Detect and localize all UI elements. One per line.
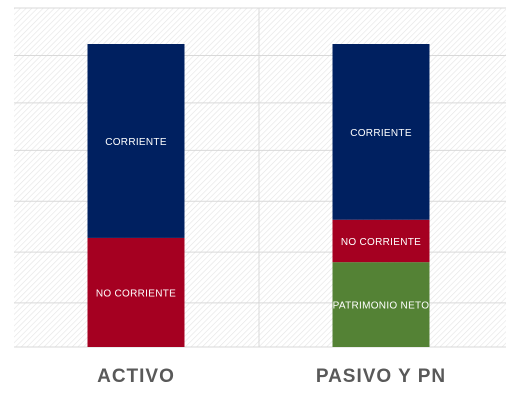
category-label-0: ACTIVO [97,366,175,387]
bar-pasivo-y-pn-corriente-label: CORRIENTE [350,128,412,139]
bar-activo-no-corriente [87,237,185,347]
bars: NO CORRIENTE CORRIENTE PATRIMONIO NETO NO C… [87,44,430,347]
bar-pasivo-y-pn-patrimonio-neto-label: PATRIMONIO NETO [333,301,430,312]
category-label-1: PASIVO Y PN [316,366,446,387]
bar-pasivo-y-pn-patrimonio-neto [332,262,430,347]
category-labels: ACTIVO PASIVO Y PN [97,366,446,387]
bar-activo-corriente-label: CORRIENTE [105,137,167,148]
bar-activo-corriente [87,44,185,238]
bar-activo-no-corriente-label: NO CORRIENTE [96,288,176,299]
bar-pasivo-y-pn-no-corriente-label: NO CORRIENTE [341,237,421,248]
bar-pasivo-y-pn-no-corriente [332,219,430,263]
bar-pasivo-y-pn-corriente [332,44,430,220]
